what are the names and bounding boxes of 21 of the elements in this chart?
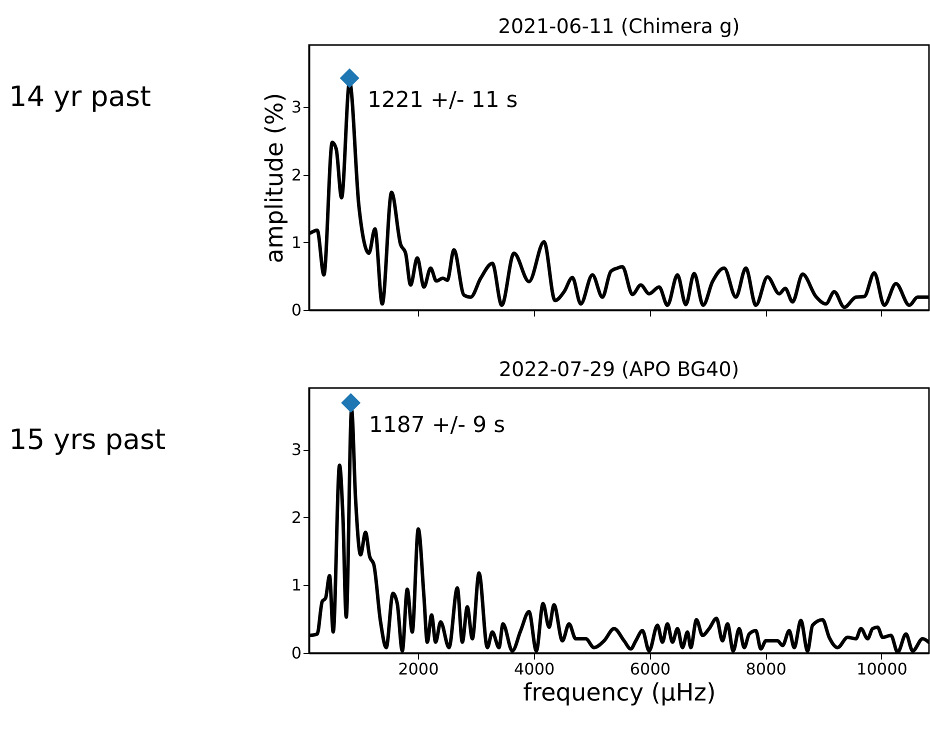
annotation: 1221 +/- 11 s — [368, 88, 518, 114]
y-tick-label: 3 — [291, 440, 302, 460]
y-tick-label: 2 — [291, 508, 302, 527]
x-tick-label: 2000 — [398, 660, 439, 678]
text: 14 yr past — [9, 80, 152, 113]
y-axis-title: amplitude (%) — [260, 92, 288, 264]
chart-title: 2021-06-11 (Chimera g) — [498, 14, 740, 38]
chart-title: 2022-07-29 (APO BG40) — [498, 357, 740, 381]
x-tick-label: 8000 — [746, 660, 786, 678]
y-tick-label: 0 — [291, 300, 302, 320]
x-axis-title: frequency (μHz) — [523, 678, 716, 706]
x-tick-label: 10000 — [856, 660, 908, 678]
text: 15 yrs past — [9, 423, 166, 456]
y-tick-label: 2 — [291, 165, 302, 184]
annotation: 1187 +/- 9 s — [368, 412, 506, 438]
x-tick-label: 4000 — [514, 660, 555, 678]
y-tick-label: 1 — [291, 232, 302, 252]
x-tick-label: 6000 — [630, 660, 671, 678]
y-tick-label: 3 — [291, 98, 302, 117]
y-tick-label: 0 — [291, 644, 302, 662]
y-tick-label: 1 — [291, 576, 302, 595]
